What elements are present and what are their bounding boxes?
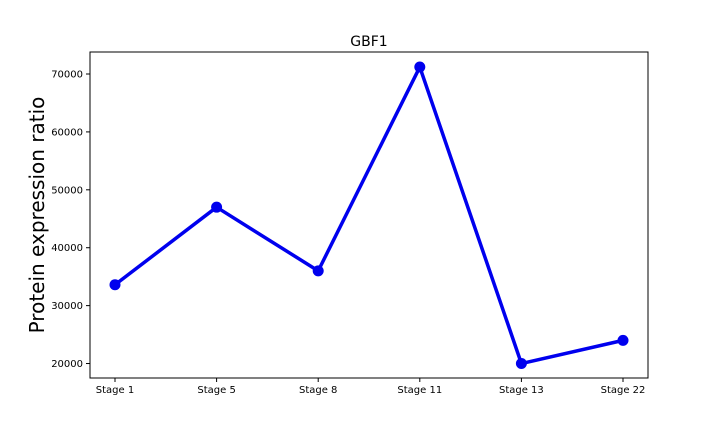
y-axis: 20000 30000 40000 50000 60000 70000 [51,70,90,370]
series-line [113,65,624,366]
x-tick-label: Stage 5 [197,385,235,396]
y-tick-label: 20000 [51,359,83,370]
plot-area [89,51,649,379]
chart-title: GBF1 [350,34,387,50]
data-point [312,265,324,277]
x-tick-label: Stage 11 [397,385,442,396]
y-tick-label: 70000 [51,70,83,81]
x-tick-label: Stage 1 [96,385,134,396]
data-points [109,61,629,370]
data-point [414,61,426,73]
y-tick-label: 60000 [51,127,83,138]
y-axis-label: Protein expression ratio [25,97,49,334]
y-tick-label: 40000 [51,243,83,254]
data-point [617,334,629,346]
data-point [109,279,121,291]
x-tick-label: Stage 13 [499,385,544,396]
x-tick-label: Stage 22 [601,385,646,396]
data-point [515,358,527,370]
y-tick-label: 50000 [51,185,83,196]
x-tick-label: Stage 8 [299,385,337,396]
y-tick-label: 30000 [51,301,83,312]
x-axis: Stage 1 Stage 5 Stage 8 Stage 11 Stage 13 Sta… [96,378,646,396]
data-point [211,201,223,213]
